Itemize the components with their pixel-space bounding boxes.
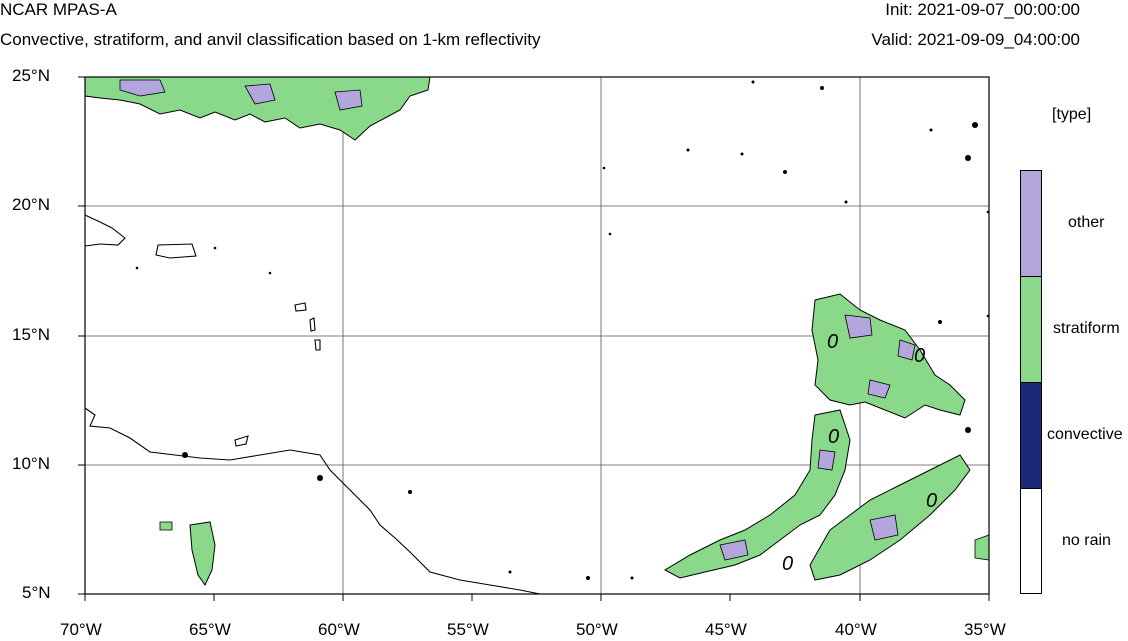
legend-label: no rain (1062, 532, 1111, 549)
lon-label: 40°W (835, 620, 877, 639)
precip-cluster-west (159, 521, 216, 586)
precip-band-north (84, 76, 431, 141)
contour-labels: 0 0 0 0 0 (782, 331, 937, 575)
contour-label: 0 (926, 490, 937, 512)
contour-label: 0 (782, 553, 793, 575)
lon-label: 45°W (705, 620, 747, 639)
legend-title: [type] (1052, 106, 1092, 123)
lat-label: 5°N (22, 583, 51, 602)
init-time: Init: 2021-09-07_00:00:00 (885, 0, 1080, 19)
legend-swatch-no-rain (1020, 488, 1042, 594)
contour-label: 0 (827, 331, 838, 353)
valid-time: Valid: 2021-09-09_04:00:00 (871, 30, 1080, 49)
precip-cluster-east-south (663, 409, 990, 581)
legend-label: stratiform (1053, 320, 1120, 337)
legend-label: other (1068, 214, 1105, 231)
coastlines (84, 214, 541, 595)
lon-label: 55°W (447, 620, 489, 639)
lon-label: 70°W (60, 620, 102, 639)
contour-label: 0 (914, 345, 925, 367)
lat-label: 25°N (12, 66, 50, 85)
scattered-cells (135, 80, 990, 580)
lon-label: 65°W (189, 620, 231, 639)
precip-cluster-east-north (811, 293, 966, 419)
contour-label: 0 (828, 426, 839, 448)
legend-label: convective (1047, 426, 1123, 443)
lat-label: 20°N (12, 195, 50, 214)
legend-swatch-other (1020, 170, 1042, 277)
lon-label: 60°W (318, 620, 360, 639)
lon-label: 35°W (964, 620, 1006, 639)
legend-swatch-stratiform (1020, 276, 1042, 383)
model-title: NCAR MPAS-A (0, 0, 117, 19)
plot-subtitle: Convective, stratiform, and anvil classi… (0, 30, 541, 49)
lat-label: 10°N (12, 454, 50, 473)
axis-ticks (78, 76, 990, 601)
legend-swatch-convective (1020, 382, 1042, 489)
lon-label: 50°W (576, 620, 618, 639)
lat-label: 15°N (12, 325, 50, 344)
